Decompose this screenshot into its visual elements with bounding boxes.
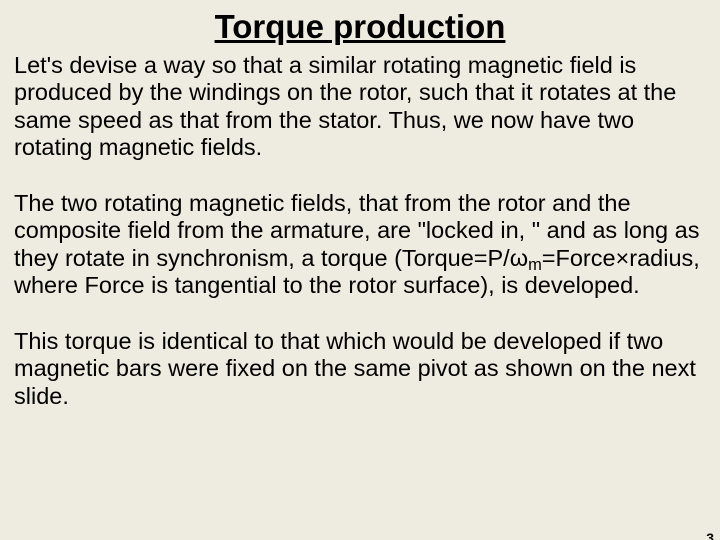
paragraph-3: This torque is identical to that which w… bbox=[14, 328, 706, 410]
slide-container: Torque production Let's devise a way so … bbox=[0, 0, 720, 540]
subscript-m: m bbox=[528, 256, 542, 274]
slide-title: Torque production bbox=[14, 8, 706, 46]
paragraph-1: Let's devise a way so that a similar rot… bbox=[14, 52, 706, 162]
paragraph-2: The two rotating magnetic fields, that f… bbox=[14, 190, 706, 300]
page-number: 3 bbox=[706, 530, 714, 540]
